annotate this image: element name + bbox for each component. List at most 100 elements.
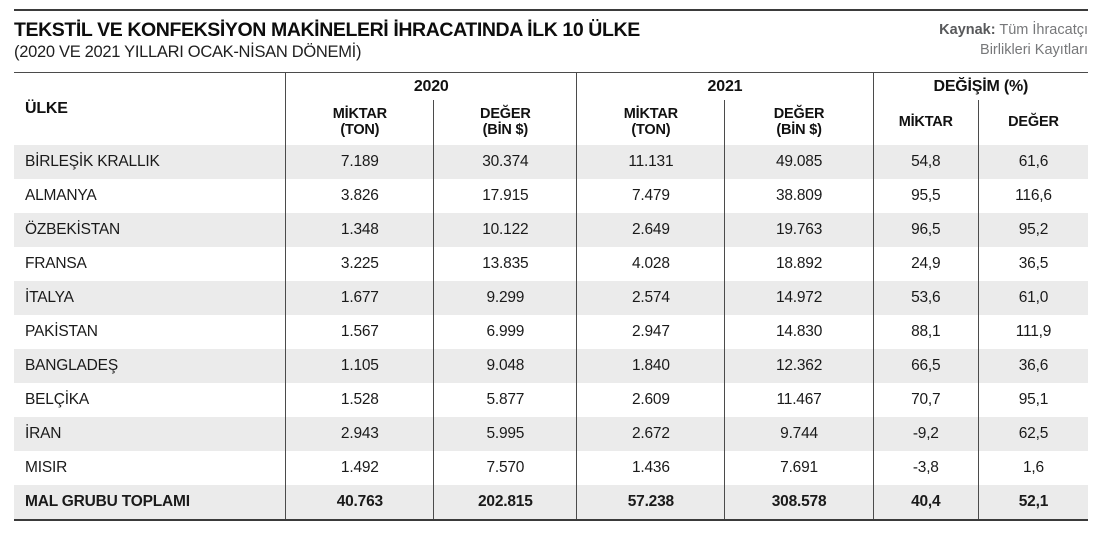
country-cell: BELÇİKA bbox=[25, 391, 90, 409]
value-cell: 1.105 bbox=[285, 349, 434, 384]
value-cell: 40.763 bbox=[285, 485, 434, 521]
value-cell: 1.436 bbox=[576, 451, 725, 486]
value-cell: 36,6 bbox=[977, 349, 1088, 384]
value-cell: 66,5 bbox=[872, 349, 979, 384]
source-text-line1: Tüm İhracatçı bbox=[999, 22, 1088, 38]
value-cell: 95,5 bbox=[872, 179, 979, 214]
table-body: BİRLEŞİK KRALLIK 7.189 30.374 11.131 49.… bbox=[14, 145, 1088, 521]
value-cell: 308.578 bbox=[724, 485, 874, 521]
value-cell: 1.677 bbox=[285, 281, 434, 316]
value-cell: 95,1 bbox=[977, 383, 1088, 418]
value-cell: 5.877 bbox=[433, 383, 577, 418]
column-group-change: DEĞİŞİM (%) bbox=[872, 72, 1088, 101]
table-row: BELÇİKA 1.528 5.877 2.609 11.467 70,7 95… bbox=[14, 383, 1088, 418]
value-cell: 5.995 bbox=[433, 417, 577, 452]
value-cell: 7.691 bbox=[724, 451, 874, 486]
value-cell: 53,6 bbox=[872, 281, 979, 316]
table-row: BİRLEŞİK KRALLIK 7.189 30.374 11.131 49.… bbox=[14, 145, 1088, 180]
value-cell: 9.048 bbox=[433, 349, 577, 384]
source-text-line2: Birlikleri Kayıtları bbox=[980, 41, 1088, 58]
value-cell: 14.830 bbox=[724, 315, 874, 350]
value-cell: 9.744 bbox=[724, 417, 874, 452]
column-header-change-value: DEĞER bbox=[977, 100, 1088, 146]
table-row: İRAN 2.943 5.995 2.672 9.744 -9,2 62,5 bbox=[14, 417, 1088, 452]
value-cell: 30.374 bbox=[433, 145, 577, 180]
column-header-country: ÜLKE bbox=[25, 100, 68, 118]
value-cell: 13.835 bbox=[433, 247, 577, 282]
value-cell: 61,0 bbox=[977, 281, 1088, 316]
value-cell: 2.574 bbox=[576, 281, 725, 316]
infographic: TEKSTİL VE KONFEKSİYON MAKİNELERİ İHRACA… bbox=[14, 0, 1088, 522]
value-cell: 88,1 bbox=[872, 315, 979, 350]
export-table: ÜLKE 2020 2021 DEĞİŞİM (%) MİKTAR (TON) D… bbox=[14, 72, 1088, 522]
value-cell: 2.943 bbox=[285, 417, 434, 452]
page-subtitle: (2020 VE 2021 YILLARI OCAK-NİSAN DÖNEMİ) bbox=[14, 43, 362, 62]
value-cell: 2.649 bbox=[576, 213, 725, 248]
value-cell: 116,6 bbox=[977, 179, 1088, 214]
value-cell: 4.028 bbox=[576, 247, 725, 282]
country-cell: PAKİSTAN bbox=[25, 323, 98, 341]
value-cell: 7.479 bbox=[576, 179, 725, 214]
table-header-group-row: ÜLKE 2020 2021 DEĞİŞİM (%) bbox=[14, 72, 1088, 117]
value-cell: 2.609 bbox=[576, 383, 725, 418]
value-cell: 6.999 bbox=[433, 315, 577, 350]
table-row: MISIR 1.492 7.570 1.436 7.691 -3,8 1,6 bbox=[14, 451, 1088, 486]
value-cell: 12.362 bbox=[724, 349, 874, 384]
table-row: PAKİSTAN 1.567 6.999 2.947 14.830 88,1 1… bbox=[14, 315, 1088, 350]
country-cell: BİRLEŞİK KRALLIK bbox=[14, 145, 286, 180]
value-cell: 95,2 bbox=[977, 213, 1088, 248]
value-cell: 1.528 bbox=[285, 383, 434, 418]
table-header-subcol-row: MİKTAR (TON) DEĞER (BİN $) MİKTAR (TON) DEĞ… bbox=[14, 100, 1088, 146]
value-cell: 96,5 bbox=[872, 213, 979, 248]
column-header-2020-value: DEĞER (BİN $) bbox=[433, 100, 577, 146]
page-title: TEKSTİL VE KONFEKSİYON MAKİNELERİ İHRACA… bbox=[14, 19, 640, 41]
country-cell: İRAN bbox=[14, 417, 286, 452]
country-cell: BANGLADEŞ bbox=[14, 349, 286, 384]
value-cell: 19.763 bbox=[724, 213, 874, 248]
value-cell: 10.122 bbox=[433, 213, 577, 248]
country-cell: ALMANYA bbox=[25, 187, 97, 205]
value-cell: 62,5 bbox=[977, 417, 1088, 452]
column-header-change-amount: MİKTAR bbox=[872, 100, 979, 146]
value-cell: 14.972 bbox=[724, 281, 874, 316]
value-cell: 38.809 bbox=[724, 179, 874, 214]
table-row: İTALYA 1.677 9.299 2.574 14.972 53,6 61,… bbox=[14, 281, 1088, 316]
value-cell: 11.467 bbox=[724, 383, 874, 418]
value-cell: 202.815 bbox=[433, 485, 577, 521]
value-cell: 2.947 bbox=[576, 315, 725, 350]
value-cell: 36,5 bbox=[977, 247, 1088, 282]
column-header-2021-value: DEĞER (BİN $) bbox=[724, 100, 874, 146]
table-row: FRANSA 3.225 13.835 4.028 18.892 24,9 36… bbox=[14, 247, 1088, 282]
value-cell: 3.225 bbox=[285, 247, 434, 282]
title-block: TEKSTİL VE KONFEKSİYON MAKİNELERİ İHRACA… bbox=[14, 19, 640, 62]
column-header-2020-amount: MİKTAR (TON) bbox=[285, 100, 434, 146]
source-note: Kaynak: Tüm İhracatçı Birlikleri Kayıtla… bbox=[939, 19, 1088, 60]
value-cell: 3.826 bbox=[285, 179, 434, 214]
value-cell: 1.492 bbox=[285, 451, 434, 486]
column-group-2020: 2020 bbox=[285, 72, 577, 101]
value-cell: -3,8 bbox=[872, 451, 979, 486]
value-cell: 11.131 bbox=[576, 145, 725, 180]
table-total-row: MAL GRUBU TOPLAMI 40.763 202.815 57.238 … bbox=[14, 485, 1088, 521]
value-cell: 17.915 bbox=[433, 179, 577, 214]
masthead: TEKSTİL VE KONFEKSİYON MAKİNELERİ İHRACA… bbox=[14, 11, 1088, 72]
value-cell: 57.238 bbox=[576, 485, 725, 521]
value-cell: 18.892 bbox=[724, 247, 874, 282]
table-row: BANGLADEŞ 1.105 9.048 1.840 12.362 66,5 … bbox=[14, 349, 1088, 384]
country-cell: İTALYA bbox=[14, 281, 286, 316]
value-cell: 2.672 bbox=[576, 417, 725, 452]
table-header: ÜLKE 2020 2021 DEĞİŞİM (%) MİKTAR (TON) D… bbox=[14, 72, 1088, 146]
country-cell: FRANSA bbox=[25, 255, 87, 273]
value-cell: 24,9 bbox=[872, 247, 979, 282]
column-group-2021: 2021 bbox=[576, 72, 874, 101]
country-cell: MISIR bbox=[25, 459, 68, 477]
value-cell: 111,9 bbox=[977, 315, 1088, 350]
table-row: ALMANYA 3.826 17.915 7.479 38.809 95,5 1… bbox=[14, 179, 1088, 214]
table-row: ÖZBEKİSTAN 1.348 10.122 2.649 19.763 96,… bbox=[14, 213, 1088, 248]
value-cell: -9,2 bbox=[872, 417, 979, 452]
value-cell: 1.840 bbox=[576, 349, 725, 384]
value-cell: 1.348 bbox=[285, 213, 434, 248]
value-cell: 1,6 bbox=[977, 451, 1088, 486]
value-cell: 1.567 bbox=[285, 315, 434, 350]
value-cell: 52,1 bbox=[977, 485, 1088, 521]
